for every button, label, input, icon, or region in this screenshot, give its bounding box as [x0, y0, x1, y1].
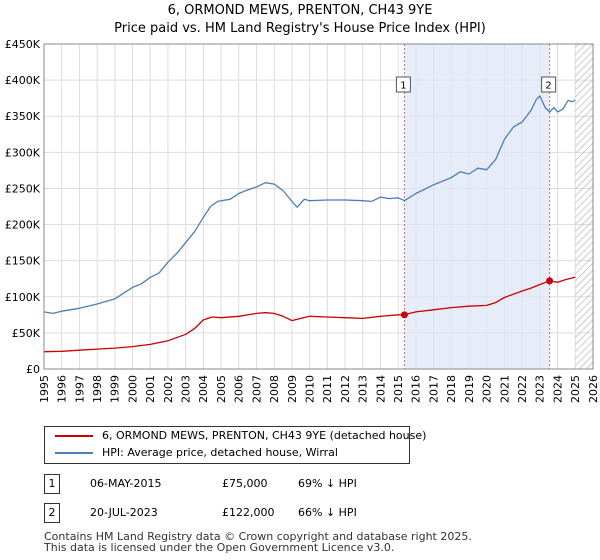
y-tick-label: £250K [5, 182, 41, 195]
sale-date: 20-JUL-2023 [90, 506, 158, 519]
future-hatch [575, 44, 593, 369]
sale-label-text: 2 [545, 81, 551, 92]
x-tick-label: 2023 [534, 375, 547, 403]
x-tick-label: 2004 [197, 375, 210, 403]
x-tick-label: 2013 [357, 375, 370, 403]
legend-item-hpi: HPI: Average price, detached house, Wirr… [45, 445, 409, 461]
x-tick-label: 2003 [180, 375, 193, 403]
hpi-line [44, 95, 576, 315]
y-tick-label: £200K [5, 219, 41, 232]
chart-title-block: 6, ORMOND MEWS, PRENTON, CH43 9YE Price … [0, 2, 600, 38]
x-tick-label: 2020 [481, 375, 494, 403]
series-lines [44, 95, 576, 353]
legend: 6, ORMOND MEWS, PRENTON, CH43 9YE (detac… [44, 426, 426, 464]
x-tick-label: 2022 [516, 375, 529, 403]
x-tick-label: 2008 [268, 375, 281, 403]
sale-label-text: 1 [400, 81, 406, 92]
x-tick-label: 2024 [551, 375, 564, 403]
x-tick-label: 1998 [91, 375, 104, 403]
sale-point [546, 277, 554, 285]
x-tick-label: 2002 [162, 375, 175, 403]
x-tick-label: 2017 [427, 375, 440, 403]
legend-swatch-property [55, 435, 93, 437]
y-tick-label: £450K [5, 38, 41, 51]
x-tick-label: 2014 [374, 375, 387, 403]
sale-date: 06-MAY-2015 [90, 477, 162, 490]
legend-label-property: 6, ORMOND MEWS, PRENTON, CH43 9YE (detac… [102, 429, 427, 442]
x-tick-label: 2018 [445, 375, 458, 403]
x-tick-label: 2021 [498, 375, 511, 403]
chart-bands [403, 44, 593, 369]
footer-copyright: Contains HM Land Registry data © Crown c… [44, 530, 472, 543]
plot-frame [43, 43, 594, 370]
x-tick-label: 2009 [286, 375, 299, 403]
legend-item-property: 6, ORMOND MEWS, PRENTON, CH43 9YE (detac… [45, 428, 426, 444]
x-tick-label: 2007 [250, 375, 263, 403]
x-tick-label: 2015 [392, 375, 405, 403]
x-tick-label: 1995 [38, 375, 51, 403]
sale-number-badge: 1 [44, 474, 60, 494]
x-tick-label: 2025 [569, 375, 582, 403]
sale-hpi-diff: 69% ↓ HPI [298, 477, 357, 490]
x-tick-label: 1997 [73, 375, 86, 403]
y-tick-label: £100K [5, 291, 41, 304]
sale-price: £122,000 [222, 506, 275, 519]
chart-subtitle: Price paid vs. HM Land Registry's House … [114, 21, 486, 36]
sale-price: £75,000 [222, 477, 268, 490]
x-tick-label: 2026 [587, 375, 600, 403]
x-tick-label: 1999 [109, 375, 122, 403]
x-tick-label: 1996 [56, 375, 69, 403]
footer-licence: This data is licensed under the Open Gov… [44, 541, 395, 554]
x-tick-label: 2006 [233, 375, 246, 403]
x-tick-label: 2016 [410, 375, 423, 403]
x-tick-label: 2000 [126, 375, 139, 403]
sale-number-badge: 2 [44, 503, 60, 523]
y-tick-label: £150K [5, 255, 41, 268]
legend-swatch-hpi [55, 452, 93, 454]
x-tick-label: 2001 [144, 375, 157, 403]
sale-label-box [541, 76, 557, 93]
ownership-shade [404, 44, 550, 369]
x-tick-label: 2012 [339, 375, 352, 403]
x-tick-label: 2010 [303, 375, 316, 403]
x-tick-label: 2005 [215, 375, 228, 403]
y-tick-label: £50K [12, 327, 41, 340]
chart-title: 6, ORMOND MEWS, PRENTON, CH43 9YE [167, 3, 433, 18]
y-tick-label: £350K [5, 110, 41, 123]
sale-hpi-diff: 66% ↓ HPI [298, 506, 357, 519]
sale-label-box [395, 76, 411, 93]
x-tick-label: 2011 [321, 375, 334, 403]
y-tick-label: £400K [5, 74, 41, 87]
axes: £0 £50K £100K £150K £200K £250K £300K £350K £400… [5, 38, 600, 403]
legend-label-hpi: HPI: Average price, detached house, Wirr… [102, 446, 338, 459]
footer: Contains HM Land Registry data © Crown c… [44, 531, 472, 553]
y-tick-label: £0 [26, 363, 40, 376]
y-tick-label: £300K [5, 146, 41, 159]
sale-point [400, 311, 408, 319]
x-tick-label: 2019 [463, 375, 476, 403]
property-price-line [44, 276, 576, 353]
